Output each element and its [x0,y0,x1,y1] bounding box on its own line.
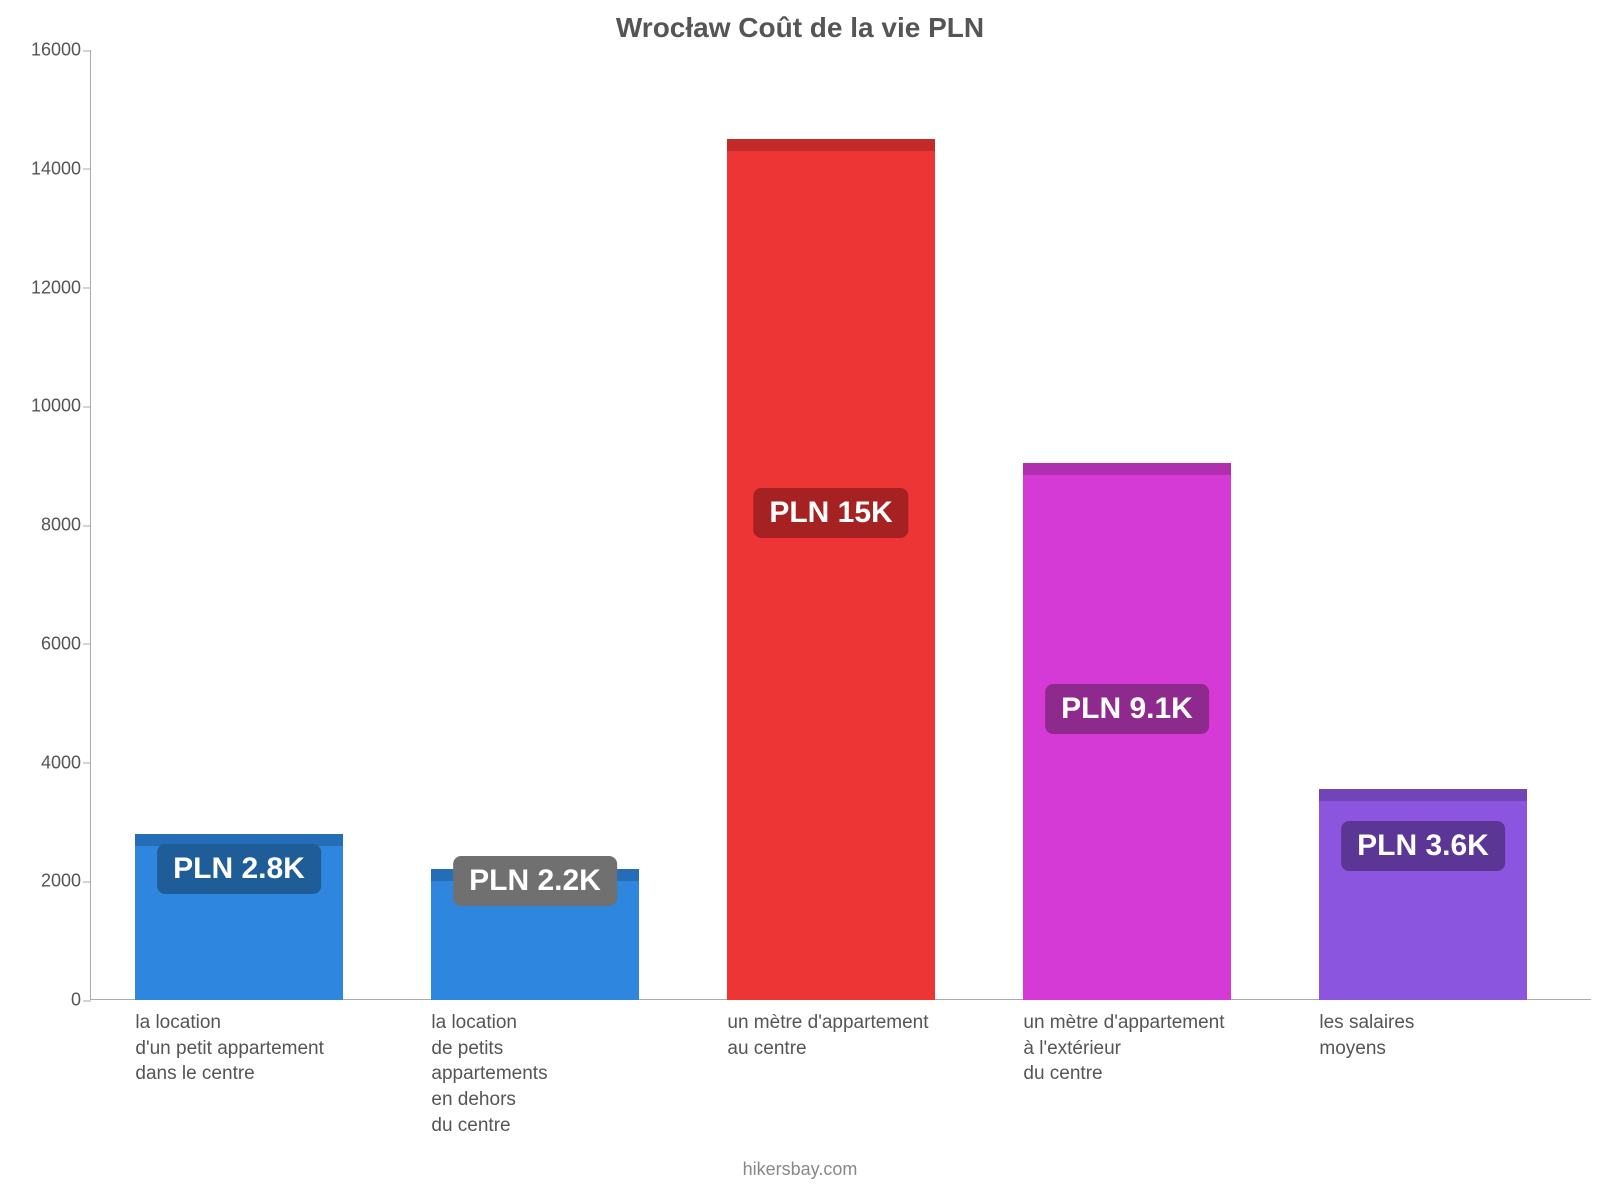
y-tick: 0 [31,990,81,1011]
bar [727,139,934,1000]
value-badge: PLN 9.1K [1045,684,1209,734]
bar-top-shade [727,139,934,151]
chart-container: Wrocław Coût de la vie PLN 0200040006000… [0,0,1600,1200]
x-label: les salaires moyens [1319,1010,1600,1061]
chart-title: Wrocław Coût de la vie PLN [0,12,1600,44]
y-tick: 4000 [31,752,81,773]
y-tick: 16000 [31,40,81,61]
x-label: la location de petits appartements en de… [431,1010,727,1138]
y-tick: 10000 [31,396,81,417]
footer-credit: hikersbay.com [0,1159,1600,1180]
x-label: un mètre d'appartement au centre [727,1010,1023,1061]
y-tick: 6000 [31,633,81,654]
bar-top-shade [1023,463,1230,475]
value-badge: PLN 15K [753,488,908,538]
value-badge: PLN 2.8K [157,844,321,894]
y-tick: 8000 [31,515,81,536]
value-badge: PLN 3.6K [1341,821,1505,871]
plot-area: 0200040006000800010000120001400016000PLN… [90,50,1571,1000]
value-badge: PLN 2.2K [453,856,617,906]
x-label: la location d'un petit appartement dans … [135,1010,431,1087]
x-label: un mètre d'appartement à l'extérieur du … [1023,1010,1319,1087]
y-tick: 2000 [31,871,81,892]
y-tick: 14000 [31,158,81,179]
bar-fill [727,139,934,1000]
y-tick: 12000 [31,277,81,298]
bar-top-shade [1319,789,1526,801]
